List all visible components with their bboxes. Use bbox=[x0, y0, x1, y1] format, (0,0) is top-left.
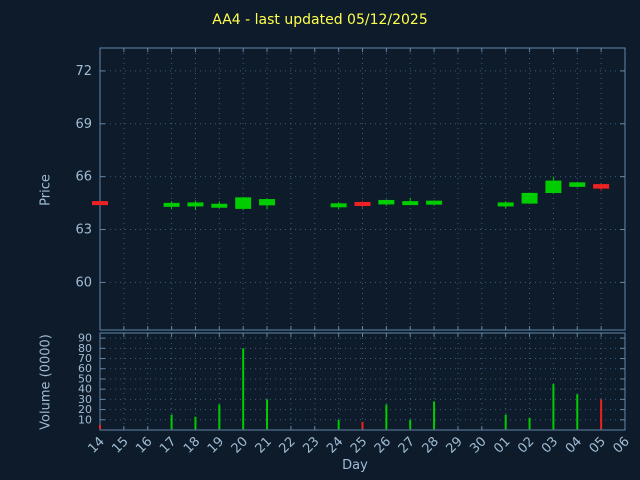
volume-tick-label: 70 bbox=[78, 352, 92, 365]
x-tick-label: 02 bbox=[515, 434, 537, 456]
volume-tick-label: 20 bbox=[78, 403, 92, 416]
x-tick-label: 21 bbox=[253, 434, 275, 456]
volume-tick-label: 90 bbox=[78, 332, 92, 345]
x-tick-label: 26 bbox=[372, 434, 394, 456]
price-tick-label: 69 bbox=[75, 117, 92, 132]
x-tick-label: 01 bbox=[491, 434, 513, 456]
x-tick-label: 27 bbox=[396, 434, 418, 456]
candle-01 bbox=[497, 201, 514, 209]
candle-20 bbox=[235, 196, 252, 211]
tick-marks bbox=[99, 48, 626, 430]
candles bbox=[92, 176, 610, 211]
volume-tick-label: 30 bbox=[78, 393, 92, 406]
price-tick-label: 63 bbox=[75, 223, 92, 238]
candle-02 bbox=[521, 192, 538, 204]
chart-title: AA4 - last updated 05/12/2025 bbox=[212, 12, 428, 28]
x-tick-label: 06 bbox=[611, 434, 633, 456]
x-tick-label: 04 bbox=[563, 434, 585, 456]
x-tick-label: 25 bbox=[348, 434, 370, 456]
x-tick-label: 24 bbox=[324, 434, 346, 456]
x-tick-label: 20 bbox=[229, 434, 251, 456]
candle-21 bbox=[259, 198, 276, 210]
volume-tick-label: 60 bbox=[78, 362, 92, 375]
x-tick-label: 28 bbox=[420, 434, 442, 456]
x-tick-label: 18 bbox=[181, 434, 203, 456]
x-tick-label: 16 bbox=[133, 434, 155, 456]
candle-24 bbox=[330, 202, 347, 210]
volume-tick-label: 10 bbox=[78, 413, 92, 426]
candle-19 bbox=[211, 201, 228, 209]
tick-labels: 14 15 16 17 18 19 20 21 22 23 24 25 26 27 28 29 30 01 02 03… bbox=[75, 64, 632, 457]
axes-borders bbox=[99, 47, 626, 431]
price-tick-label: 60 bbox=[75, 275, 92, 290]
candle-05 bbox=[593, 183, 610, 191]
x-tick-label: 22 bbox=[276, 434, 298, 456]
volume-tick-label: 40 bbox=[78, 383, 92, 396]
x-tick-label: 17 bbox=[157, 434, 179, 456]
candle-26 bbox=[378, 199, 395, 206]
volume-tick-label: 80 bbox=[78, 342, 92, 355]
price-tick-label: 66 bbox=[75, 170, 92, 185]
candle-18 bbox=[187, 200, 204, 211]
volume-tick-label: 50 bbox=[78, 372, 92, 385]
x-tick-label: 23 bbox=[300, 434, 322, 456]
x-tick-label: 15 bbox=[109, 434, 131, 456]
candle-14 bbox=[92, 201, 108, 206]
x-tick-label: 29 bbox=[443, 434, 465, 456]
candle-17 bbox=[163, 201, 180, 210]
gridlines bbox=[99, 48, 626, 430]
x-tick-label: 03 bbox=[539, 434, 561, 456]
candle-28 bbox=[426, 200, 443, 206]
candle-04 bbox=[569, 181, 586, 188]
x-axis-label: Day bbox=[342, 458, 368, 473]
candle-03 bbox=[545, 176, 562, 194]
volume-bars bbox=[99, 348, 603, 429]
candle-27 bbox=[402, 197, 419, 206]
x-tick-label: 30 bbox=[467, 434, 489, 456]
x-tick-label: 19 bbox=[205, 434, 227, 456]
x-tick-label: 14 bbox=[86, 434, 108, 456]
candle-25 bbox=[354, 201, 371, 208]
price-tick-label: 72 bbox=[75, 64, 92, 79]
x-tick-label: 05 bbox=[587, 434, 609, 456]
